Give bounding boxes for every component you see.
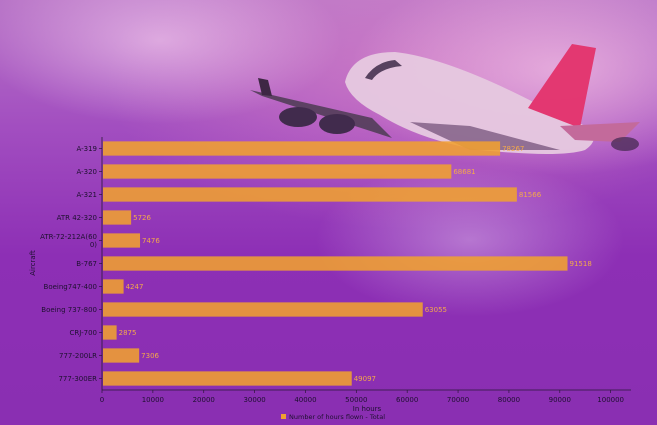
x-tick-label: 30000 xyxy=(243,396,265,404)
x-tick-label: 40000 xyxy=(294,396,316,404)
bar-crj-700 xyxy=(103,325,117,340)
bar-b-767 xyxy=(103,256,568,271)
x-axis-label: In hours xyxy=(353,405,382,413)
y-tick-label: Boeing 737-800 xyxy=(41,306,97,314)
bar-a-321 xyxy=(103,187,517,202)
bar-777-200lr xyxy=(103,348,140,363)
x-tick-label: 80000 xyxy=(498,396,520,404)
legend: Number of hours flown - Total xyxy=(281,413,385,421)
airplane-illustration xyxy=(250,44,640,154)
data-label: 78267 xyxy=(502,145,524,153)
bars xyxy=(103,141,568,386)
bar-boeing-737-800 xyxy=(103,302,423,317)
bar-atr-42-320 xyxy=(103,210,132,225)
data-label: 7476 xyxy=(142,237,160,245)
data-label: 63055 xyxy=(425,306,447,314)
bar-a-320 xyxy=(103,164,452,179)
data-label: 5726 xyxy=(133,214,151,222)
y-tick-labels: A-319 A-320 A-321 ATR 42-320 ATR-72-212A(60 0… xyxy=(40,145,97,383)
y-tick-label: ATR 42-320 xyxy=(57,214,97,222)
x-tick-label: 10000 xyxy=(142,396,164,404)
x-tick-label: 90000 xyxy=(549,396,571,404)
data-label: 2875 xyxy=(119,329,137,337)
bar-777-300er xyxy=(103,371,352,386)
data-labels: 78267 68681 81566 5726 7476 91518 4247 63055 287… xyxy=(119,145,592,383)
y-tick-label: A-320 xyxy=(76,168,97,176)
y-tick-label: Boeing747-400 xyxy=(44,283,97,291)
y-tick-label: CRJ-700 xyxy=(70,329,97,337)
data-label: 91518 xyxy=(570,260,592,268)
data-label: 4247 xyxy=(126,283,144,291)
legend-swatch xyxy=(281,414,286,419)
data-label: 7306 xyxy=(141,352,159,360)
data-label: 68681 xyxy=(453,168,475,176)
x-tick-label: 100000 xyxy=(597,396,624,404)
x-tick-label: 60000 xyxy=(396,396,418,404)
y-tick-label: A-319 xyxy=(76,145,97,153)
x-tick-labels: 0 10000 20000 30000 40000 50000 60000 70000 8000… xyxy=(100,396,624,404)
y-axis-label: Aircraft xyxy=(29,250,37,276)
legend-label: Number of hours flown - Total xyxy=(289,413,385,421)
data-label: 81566 xyxy=(519,191,542,199)
x-tick-label: 50000 xyxy=(345,396,367,404)
data-label: 49097 xyxy=(354,375,376,383)
x-tick-label: 70000 xyxy=(447,396,469,404)
axes xyxy=(99,137,631,393)
x-tick-label: 0 xyxy=(100,396,104,404)
x-tick-label: 20000 xyxy=(193,396,215,404)
y-tick-label: ATR-72-212A(60 0) xyxy=(40,233,97,249)
bar-boeing747-400 xyxy=(103,279,124,294)
y-tick-label: B-767 xyxy=(76,260,97,268)
y-tick-label: 777-200LR xyxy=(59,352,97,360)
bar-atr-72-212a-600- xyxy=(103,233,141,248)
y-tick-label: 777-300ER xyxy=(58,375,97,383)
y-tick-label: A-321 xyxy=(76,191,97,199)
bar-a-319 xyxy=(103,141,501,156)
